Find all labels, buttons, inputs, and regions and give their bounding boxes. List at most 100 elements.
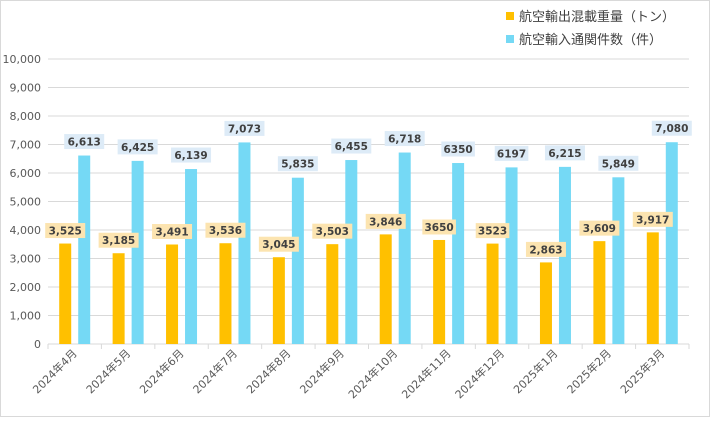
x-tick-label: 2025年2月 (564, 346, 614, 396)
x-tick-label: 2024年4月 (30, 346, 80, 396)
data-label-background (384, 131, 425, 147)
x-axis: 2024年4月 2024年5月 2024年6月 2024年7月 2024年8月 2024年… (30, 343, 690, 401)
bar-export-weight (112, 253, 125, 344)
bar-import-count (398, 152, 411, 344)
y-tick-label: 9,000 (10, 82, 42, 95)
data-label-background (579, 220, 620, 236)
data-label: 3,045 (262, 239, 295, 251)
data-label: 6,455 (335, 141, 368, 153)
x-tick-label: 2024年9月 (297, 346, 347, 396)
bar-import-count (452, 163, 465, 344)
data-label-background (598, 155, 639, 171)
data-label: 6,613 (68, 137, 101, 149)
data-labels: 3,525 6,613 3,185 6,425 3,491 6,139 3,536 7,073… (45, 120, 692, 257)
x-tick-label: 2024年6月 (136, 346, 186, 396)
x-tick-label: 2025年3月 (617, 346, 667, 396)
legend-swatch (506, 35, 514, 43)
data-label: 7,080 (655, 123, 688, 135)
bar-export-weight (219, 243, 232, 344)
bar-export-weight (166, 244, 179, 344)
bar-import-count (612, 177, 625, 344)
data-label: 2,863 (529, 244, 562, 256)
y-tick-label: 6,000 (10, 167, 42, 180)
data-label: 7,073 (228, 123, 261, 135)
data-label-background (45, 223, 86, 239)
y-tick-label: 10,000 (3, 53, 42, 66)
legend-label: 航空輸出混載重量（トン） (519, 9, 675, 25)
data-label: 3,185 (102, 235, 135, 247)
data-label-background (475, 223, 510, 239)
data-label-background (632, 211, 673, 227)
x-tick-label: 2025年1月 (510, 346, 560, 396)
data-label-background (525, 241, 566, 257)
bar-export-weight (379, 234, 392, 344)
data-label-background (494, 145, 529, 161)
data-label: 6,215 (548, 148, 581, 160)
y-tick-label: 7,000 (10, 139, 42, 152)
x-tick-label: 2024年8月 (243, 346, 293, 396)
y-axis: 0 1,000 2,000 3,000 4,000 5,000 6,000 7,000 8,00… (3, 53, 42, 351)
bar-export-weight (433, 239, 446, 344)
bar-export-weight (59, 243, 72, 344)
data-label-background (152, 224, 193, 240)
data-label: 3,846 (369, 216, 402, 228)
data-label: 6350 (444, 144, 473, 156)
legend-swatch (506, 12, 514, 20)
data-label-background (422, 219, 456, 235)
data-label-background (205, 222, 246, 238)
bar-export-weight (646, 232, 659, 344)
data-label: 6,718 (388, 134, 421, 146)
data-label: 3,609 (583, 223, 616, 235)
x-tick-label: 2024年10月 (345, 346, 400, 401)
data-label-background (64, 134, 105, 150)
y-tick-label: 3,000 (10, 253, 42, 266)
y-tick-label: 0 (34, 338, 41, 351)
y-tick-label: 5,000 (10, 196, 42, 209)
data-label: 6,425 (121, 142, 154, 154)
bar-import-count (78, 155, 91, 344)
data-label-background (224, 120, 265, 136)
bar-export-weight (593, 241, 606, 344)
data-label-background (258, 236, 299, 252)
bar-export-weight (486, 243, 499, 344)
data-label: 3650 (425, 222, 454, 234)
data-label-background (651, 120, 692, 136)
bar-import-count (345, 160, 358, 344)
data-label: 3523 (478, 226, 507, 238)
bar-export-weight (539, 262, 552, 344)
x-tick-label: 2024年11月 (399, 346, 454, 401)
y-tick-label: 1,000 (10, 310, 42, 323)
data-label-background (117, 139, 158, 155)
data-label-background (365, 213, 406, 229)
data-label: 5,849 (602, 158, 635, 170)
data-label: 3,491 (155, 227, 188, 239)
x-tick-label: 2024年12月 (452, 346, 507, 401)
x-tick-label: 2024年5月 (83, 346, 133, 396)
gridlines (48, 58, 689, 345)
data-label-background (544, 145, 585, 161)
bar-export-weight (326, 244, 339, 344)
bar-import-count (665, 142, 678, 344)
bar-import-count (238, 142, 251, 344)
y-tick-label: 2,000 (10, 281, 42, 294)
data-label-background (277, 156, 318, 172)
data-label-background (331, 138, 372, 154)
data-label-background (171, 147, 212, 163)
data-label: 5,835 (281, 159, 314, 171)
data-label: 6197 (497, 148, 526, 160)
y-tick-label: 4,000 (10, 224, 42, 237)
data-label-background (312, 223, 353, 239)
bar-import-count (185, 169, 198, 344)
data-label: 3,917 (636, 214, 669, 226)
x-tick-label: 2024年7月 (190, 346, 240, 396)
data-label: 6,139 (174, 150, 207, 162)
bar-import-count (131, 160, 144, 344)
bar-export-weight (272, 257, 285, 344)
bar-import-count (291, 177, 304, 344)
data-label: 3,536 (209, 225, 242, 237)
bar-import-count (505, 167, 518, 344)
data-label-background (98, 232, 139, 248)
data-label: 3,525 (49, 226, 82, 238)
